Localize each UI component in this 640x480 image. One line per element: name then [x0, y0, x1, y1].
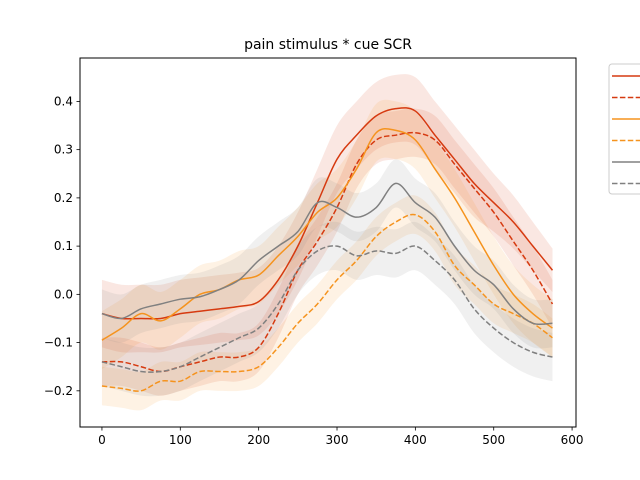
x-tick-label: 400: [404, 433, 427, 447]
x-tick-label: 200: [247, 433, 270, 447]
plot-frame: [79, 57, 577, 428]
series-6-line: [101, 245, 553, 373]
confidence-bands: [101, 74, 553, 411]
x-tick-label: 100: [169, 433, 192, 447]
series-2-band: [101, 108, 553, 396]
x-axis: 0 100 200 300 400 500 600: [98, 427, 584, 447]
y-tick-label: 0.2: [54, 191, 73, 205]
y-tick-label: −0.1: [44, 336, 73, 350]
x-tick-label: 500: [482, 433, 505, 447]
y-axis: −0.2 −0.1 0.0 0.1 0.2 0.3 0.4: [44, 94, 80, 398]
series-5-band: [101, 159, 553, 349]
y-tick-label: 0.1: [54, 239, 73, 253]
series-4-line: [101, 213, 553, 392]
x-tick-label: 0: [98, 433, 106, 447]
series-3-line: [101, 127, 553, 341]
series-1-line: [101, 107, 554, 320]
series-lines: [101, 107, 554, 392]
y-tick-label: 0.3: [54, 143, 73, 157]
chart-title: pain stimulus * cue SCR: [244, 37, 412, 53]
series-4-band: [101, 195, 553, 411]
series-2-line: [101, 131, 554, 373]
x-tick-label: 600: [561, 433, 584, 447]
legend-frame: [608, 63, 640, 195]
y-tick-label: 0.4: [54, 94, 73, 108]
y-tick-label: −0.2: [44, 384, 73, 398]
x-tick-label: 300: [326, 433, 349, 447]
series-5-line: [101, 182, 553, 326]
series-6-band: [101, 221, 553, 397]
y-tick-label: 0.0: [54, 287, 73, 301]
legend: [608, 63, 640, 195]
series-3-band: [101, 99, 553, 370]
